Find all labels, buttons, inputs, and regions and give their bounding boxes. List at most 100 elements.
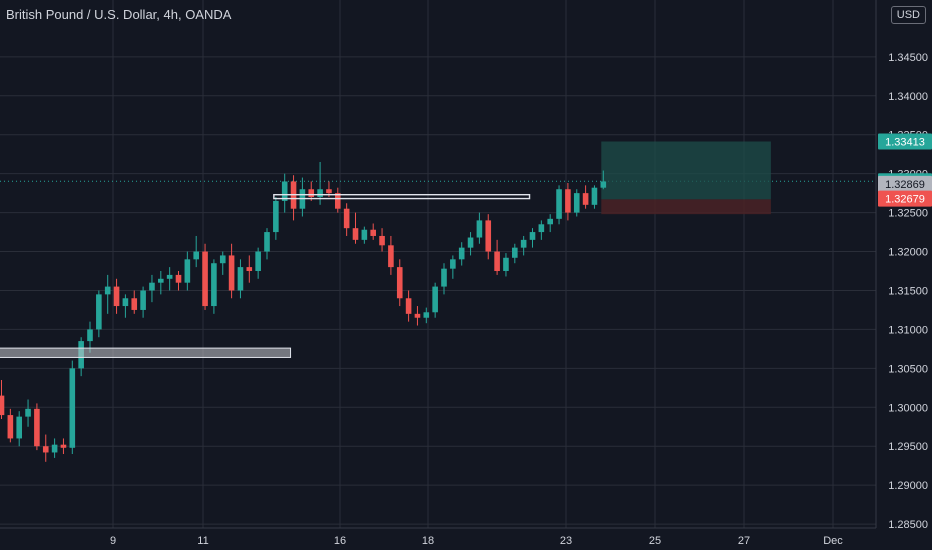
candle-body xyxy=(237,267,244,291)
candle-body xyxy=(405,298,412,314)
candle-body xyxy=(202,251,208,307)
candle-body xyxy=(211,263,217,307)
price-label: 1.33413 xyxy=(878,133,932,150)
candle-body xyxy=(591,187,598,205)
candle-body xyxy=(476,220,483,238)
candle-body xyxy=(60,444,67,448)
candle-body xyxy=(149,282,155,291)
candle-body xyxy=(335,193,341,209)
x-tick-label: Dec xyxy=(823,535,843,547)
target-zone[interactable] xyxy=(601,141,771,200)
candle-body xyxy=(184,259,191,283)
candle-body xyxy=(423,312,430,318)
position-zones[interactable] xyxy=(601,141,771,215)
price-label-text: 1.33413 xyxy=(885,137,925,149)
candle-body xyxy=(388,245,394,268)
y-tick-label: 1.32500 xyxy=(888,208,928,220)
stop-zone[interactable] xyxy=(601,199,771,215)
candle-body xyxy=(370,229,376,236)
candles xyxy=(0,161,607,462)
price-label: 1.32869 xyxy=(878,175,932,192)
price-label-bg xyxy=(878,133,932,150)
candle-body xyxy=(255,251,261,272)
y-tick-label: 1.32000 xyxy=(888,247,928,259)
y-tick-label: 1.28500 xyxy=(888,519,928,531)
candle-body xyxy=(193,251,199,260)
candle-body xyxy=(246,267,253,272)
candle-body xyxy=(414,313,421,318)
resistance-box[interactable] xyxy=(273,193,531,200)
candle-body xyxy=(565,189,571,213)
candle-body xyxy=(96,294,102,330)
y-tick-label: 1.30500 xyxy=(888,363,928,375)
candle-body xyxy=(0,395,5,416)
x-tick-label: 18 xyxy=(422,535,434,547)
candle-body xyxy=(166,274,173,279)
candle-body xyxy=(432,286,438,313)
candle-body xyxy=(512,247,518,258)
y-tick-label: 1.30000 xyxy=(888,402,928,414)
candle-body xyxy=(485,220,492,252)
y-tick-label: 1.31500 xyxy=(888,285,928,297)
candle-body xyxy=(573,193,580,213)
candle-body xyxy=(326,189,332,194)
candle-body xyxy=(87,329,93,342)
x-tick-label: 27 xyxy=(738,535,750,547)
candle-body xyxy=(458,247,465,260)
x-tick-label: 11 xyxy=(197,535,208,547)
candle-body xyxy=(7,415,14,439)
x-tick-label: 9 xyxy=(110,535,116,547)
candle-body xyxy=(122,298,129,307)
candle-body xyxy=(352,228,359,240)
candle-body xyxy=(281,181,288,201)
level-boxes[interactable] xyxy=(0,193,531,358)
price-label-text: 1.32869 xyxy=(885,179,925,191)
x-tick-label: 25 xyxy=(649,535,661,547)
candle-body xyxy=(317,189,323,198)
price-axis[interactable]: 1.28500 1.29000 1.29500 1.30000 1.30500 1.310… xyxy=(875,0,928,531)
currency-button[interactable]: USD xyxy=(890,6,926,24)
chart-title: British Pound / U.S. Dollar, 4h, OANDA xyxy=(6,7,232,22)
candle-body xyxy=(104,286,111,295)
candle-body xyxy=(520,239,527,248)
y-tick-label: 1.29500 xyxy=(888,441,928,453)
y-tick-label: 1.34000 xyxy=(888,91,928,103)
candle-body xyxy=(264,232,270,252)
candle-body xyxy=(503,257,509,272)
candle-body xyxy=(175,274,182,283)
y-tick-label: 1.31000 xyxy=(888,324,928,336)
candle-body xyxy=(450,259,456,269)
candle-body xyxy=(131,298,138,310)
candle-body xyxy=(228,255,235,291)
price-label: 1.32679 xyxy=(878,190,932,207)
candle-body xyxy=(494,251,500,272)
candle-body xyxy=(529,232,536,240)
time-axis[interactable]: 9 11 16 18 23 25 27 Dec xyxy=(0,527,876,547)
candle-body xyxy=(441,268,447,287)
grid xyxy=(0,0,876,528)
candle-body xyxy=(547,218,553,225)
candle-body xyxy=(16,416,22,439)
candle-body xyxy=(379,235,385,246)
candle-body xyxy=(538,224,545,233)
candle-body xyxy=(140,290,146,310)
candle-body xyxy=(343,208,350,229)
candle-body xyxy=(42,446,49,453)
candle-body xyxy=(69,368,76,448)
candle-body xyxy=(273,200,279,233)
candle-body xyxy=(25,408,31,417)
candle-body xyxy=(600,181,607,188)
y-tick-label: 1.34500 xyxy=(888,52,928,64)
candle-body xyxy=(582,193,589,205)
candle-body xyxy=(113,286,120,307)
candle-body xyxy=(467,237,474,248)
support-box[interactable] xyxy=(0,347,292,358)
candle-body xyxy=(34,408,40,447)
candle-body xyxy=(308,189,315,198)
candle-body xyxy=(51,444,58,453)
price-label-text: 1.32679 xyxy=(885,194,925,206)
y-tick-label: 1.29000 xyxy=(888,480,928,492)
